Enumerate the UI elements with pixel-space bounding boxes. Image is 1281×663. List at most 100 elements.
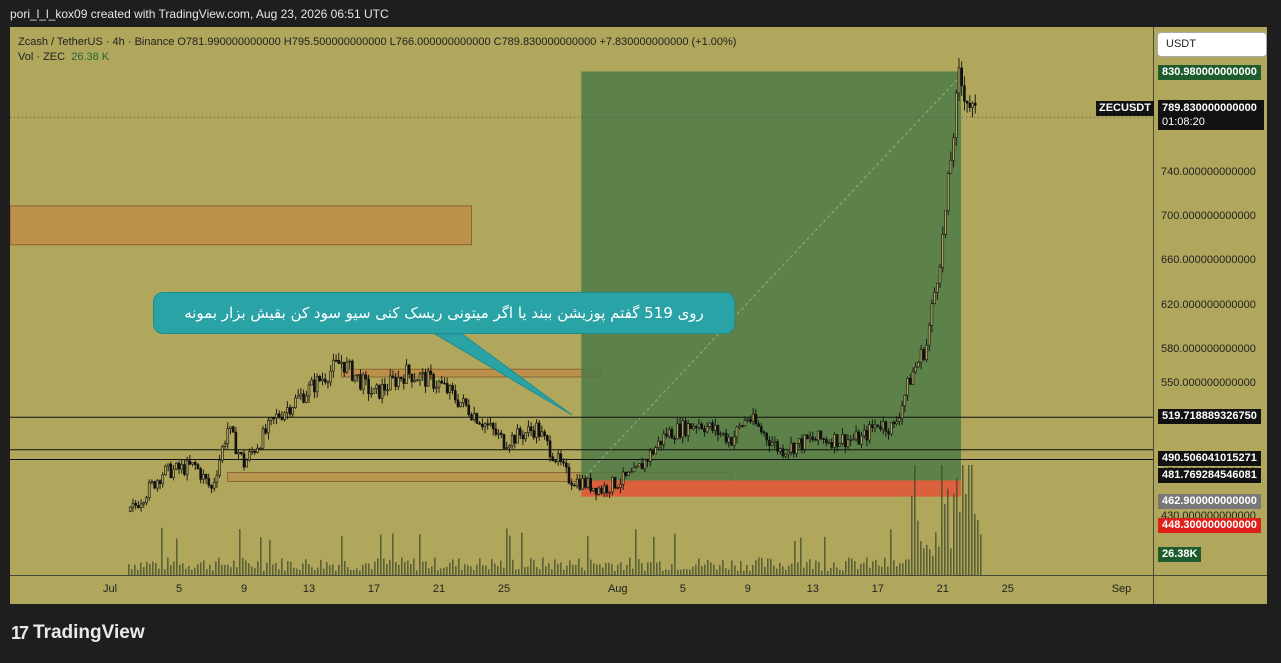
volume-bar — [902, 563, 904, 575]
volume-bar — [650, 562, 652, 575]
volume-bar — [842, 570, 844, 575]
candle-body — [917, 362, 920, 368]
annotation-callout[interactable]: روی 519 گفتم پوزیشن ببند یا اگر میتونی ر… — [153, 292, 735, 334]
candle-body — [613, 476, 617, 489]
candle-body — [971, 102, 974, 108]
candle-body — [903, 394, 907, 407]
candle-body — [638, 463, 641, 467]
candle-body — [356, 374, 360, 376]
volume-bar — [701, 565, 703, 575]
volume-bar — [461, 569, 463, 575]
volume-bar — [464, 564, 466, 575]
candle-body — [527, 426, 530, 434]
volume-bar — [581, 567, 583, 575]
volume-tag: 26.38K — [1158, 547, 1202, 562]
candle-body — [307, 384, 311, 397]
candle-body — [770, 442, 774, 446]
candle-body — [556, 453, 560, 463]
price-chart[interactable] — [10, 27, 1267, 604]
volume-bar — [467, 565, 469, 575]
volume-bar — [506, 528, 508, 575]
candle-body — [448, 385, 452, 394]
volume-bar — [428, 568, 430, 575]
volume-bar — [257, 561, 259, 575]
candle-body — [738, 425, 741, 428]
candle-body — [930, 303, 934, 326]
volume-bar — [584, 570, 586, 575]
volume-bar — [773, 565, 775, 575]
candle-body — [467, 404, 471, 416]
candle-body — [594, 487, 598, 495]
candle-body — [716, 425, 720, 435]
volume-bar — [491, 559, 493, 575]
volume-bar — [404, 561, 406, 575]
candle-body — [713, 425, 717, 431]
volume-bar — [962, 465, 964, 575]
volume-bar — [755, 560, 757, 575]
chart-frame[interactable]: Zcash / TetherUS · 4h · Binance O781.990… — [10, 27, 1267, 604]
volume-bar — [866, 557, 868, 575]
candle-body — [248, 451, 251, 461]
volume-bar — [194, 567, 196, 575]
candle-body — [868, 424, 871, 441]
candle-body — [481, 423, 484, 428]
candle-body — [161, 474, 165, 484]
currency-selector[interactable]: USDT — [1157, 32, 1267, 57]
bar-countdown: 01:08:20 — [1162, 116, 1205, 128]
volume-bar — [875, 559, 877, 575]
candle-body — [445, 383, 449, 394]
candle-body — [784, 453, 787, 457]
volume-bar — [737, 570, 739, 575]
candle-body — [340, 361, 343, 364]
candle-body — [212, 481, 216, 489]
candle-body — [833, 434, 836, 448]
candle-body — [375, 384, 379, 389]
candle-body — [684, 420, 687, 436]
volume-bar — [839, 569, 841, 575]
volume-bar — [503, 567, 505, 575]
volume-bar — [482, 565, 484, 575]
volume-bar — [164, 569, 166, 575]
candle-body — [153, 481, 156, 489]
volume-bar — [224, 564, 226, 575]
volume-bar — [797, 562, 799, 575]
candle-body — [372, 388, 376, 394]
volume-bar — [611, 564, 613, 575]
volume-bar — [476, 564, 478, 575]
volume-bar — [698, 558, 700, 575]
candle-body — [757, 423, 760, 427]
candle-body — [288, 407, 292, 415]
volume-legend: Vol · ZEC 26.38 K — [18, 50, 736, 65]
volume-bar — [836, 567, 838, 575]
candle-body — [724, 432, 728, 443]
tradingview-brand[interactable]: 17 TradingView — [11, 622, 145, 644]
volume-bar — [848, 557, 850, 575]
brand-name: TradingView — [33, 622, 145, 643]
candle-body — [787, 451, 790, 455]
candle-body — [551, 456, 555, 461]
volume-bar — [218, 557, 220, 575]
candle-body — [841, 434, 844, 444]
volume-bar — [374, 561, 376, 575]
candle-body — [407, 364, 411, 375]
volume-bar — [617, 564, 619, 575]
volume-bar — [152, 561, 154, 575]
candle-body — [491, 423, 495, 430]
volume-bar — [314, 570, 316, 575]
volume-bar — [803, 567, 805, 575]
volume-bar — [161, 527, 163, 575]
candle-body — [537, 422, 541, 437]
volume-bar — [197, 564, 199, 575]
volume-bar — [470, 566, 472, 575]
volume-bar — [140, 562, 142, 575]
candle-body — [862, 429, 866, 437]
volume-bar — [338, 564, 340, 575]
candle-body — [302, 393, 305, 403]
volume-bar — [920, 541, 922, 575]
tradingview-logo-icon: 17 — [11, 622, 29, 643]
price-axis-divider — [1153, 27, 1154, 604]
volume-bar — [722, 560, 724, 575]
candle-body — [676, 423, 679, 440]
volume-bar — [437, 570, 439, 575]
candle-body — [562, 461, 565, 464]
